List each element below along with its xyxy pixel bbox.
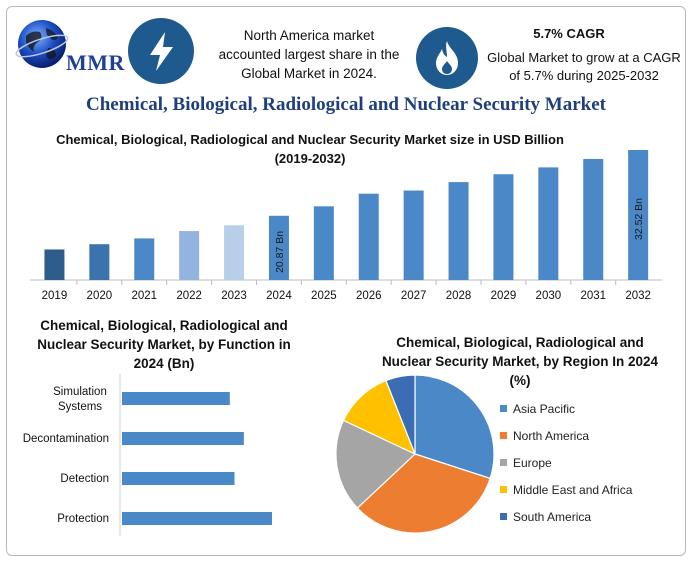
globe-icon: [15, 20, 69, 68]
bar-2019: [44, 249, 65, 280]
pie-slice: [342, 379, 417, 456]
function-bar: [122, 392, 230, 405]
x-tick-label: 2029: [491, 290, 517, 302]
region-legend: Asia Pacific North America Europe Middle Ea…: [500, 395, 632, 530]
legend-swatch: [500, 513, 507, 520]
legend-item: Asia Pacific: [500, 395, 632, 422]
bar-2021: [134, 238, 155, 280]
x-tick-label: 2031: [580, 290, 606, 302]
function-category-label: Detection: [60, 473, 109, 485]
bar-data-label: 20.87 Bn: [274, 231, 286, 273]
flame-icon: [416, 27, 478, 89]
legend-label: South America: [513, 509, 592, 524]
bar-2023: [224, 225, 245, 280]
bar-2029: [493, 174, 514, 280]
market-size-bar-chart: 2019 2020 2021 2022 2023 2024 20.87 Bn 2025 2026…: [30, 150, 662, 302]
legend-item: North America: [500, 422, 632, 449]
bar-2024: [268, 215, 289, 280]
x-tick-label: 2032: [625, 290, 651, 302]
cagr-title: 5.7% CAGR: [533, 26, 605, 41]
function-bar-chart: Simulation Systems Decontamination Detectio…: [23, 374, 272, 536]
x-tick-label: 2027: [401, 290, 427, 302]
function-category-label: Decontamination: [23, 433, 109, 445]
legend-label: Asia Pacific: [513, 401, 576, 416]
legend-swatch: [500, 405, 507, 412]
bar-2027: [403, 190, 424, 280]
x-tick-label: 2022: [176, 290, 202, 302]
legend-label: Europe: [513, 455, 552, 470]
x-tick-label: 2019: [42, 290, 68, 302]
pie-slice: [414, 374, 495, 480]
x-tick-label: 2020: [87, 290, 113, 302]
lightning-bolt-icon: [128, 18, 194, 84]
cagr-text: Global Market to grow at a CAGR of 5.7% …: [487, 50, 681, 83]
function-category-label: Protection: [57, 513, 109, 525]
market-size-chart-title: Chemical, Biological, Radiological and N…: [56, 132, 564, 166]
bar-2022: [179, 231, 200, 280]
function-chart-title: Chemical, Biological, Radiological and N…: [37, 318, 291, 371]
logo-text: MMR: [66, 50, 125, 75]
legend-label: North America: [513, 428, 590, 443]
bar-2030: [538, 167, 559, 280]
region-chart-title: Chemical, Biological, Radiological and N…: [381, 335, 659, 388]
bar-data-label: 32.52 Bn: [633, 198, 645, 240]
bar-2031: [583, 158, 604, 280]
x-tick-label: 2026: [356, 290, 382, 302]
legend-label: Middle East and Africa: [513, 482, 633, 497]
x-tick-label: 2030: [536, 290, 562, 302]
main-title: Chemical, Biological, Radiological and N…: [86, 94, 606, 115]
bar-2026: [358, 193, 379, 280]
x-tick-label: 2025: [311, 290, 337, 302]
bar-2025: [313, 206, 334, 280]
x-tick-label: 2028: [446, 290, 472, 302]
pie-slice: [356, 453, 491, 534]
legend-item: South America: [500, 503, 632, 530]
x-tick-label: 2024: [266, 290, 292, 302]
function-bar: [122, 432, 244, 445]
region-pie-chart: [335, 374, 495, 534]
legend-item: Middle East and Africa: [500, 476, 632, 503]
legend-swatch: [500, 432, 507, 439]
north-america-share-text: North America market accounted largest s…: [218, 28, 400, 81]
function-bar: [122, 472, 235, 485]
legend-item: Europe: [500, 449, 632, 476]
function-bar: [122, 512, 272, 525]
legend-swatch: [500, 486, 507, 493]
x-tick-label: 2023: [221, 290, 247, 302]
pie-slice: [385, 374, 416, 455]
pie-slice: [335, 419, 417, 509]
legend-swatch: [500, 459, 507, 466]
x-tick-label: 2021: [131, 290, 157, 302]
bar-2020: [89, 244, 110, 280]
bar-2028: [448, 182, 469, 280]
bar-2032: [628, 150, 649, 280]
function-category-label: Simulation Systems: [53, 386, 107, 413]
